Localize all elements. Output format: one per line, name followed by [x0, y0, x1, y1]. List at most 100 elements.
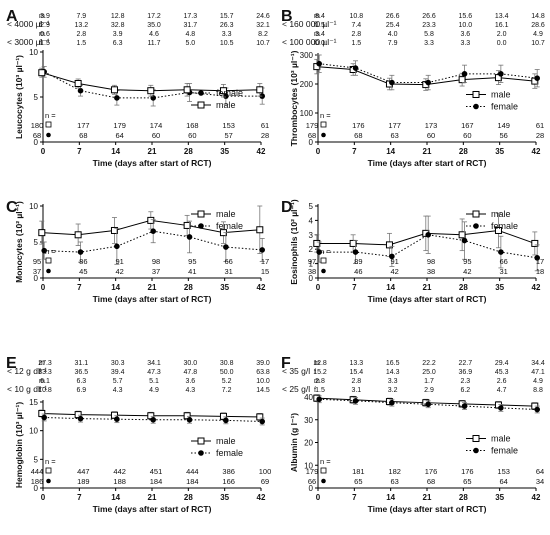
pct-value: 16.1	[495, 22, 509, 29]
pct-value: 22.2	[422, 360, 436, 367]
data-point-female	[150, 416, 156, 423]
data-point-female	[223, 93, 229, 99]
n-value-female: 186	[31, 477, 44, 486]
pct-value: 0.0	[497, 40, 507, 47]
panel-letter: A	[6, 8, 18, 25]
pct-threshold-label: < 12 g dl⁻¹	[7, 366, 47, 376]
data-point-female	[186, 234, 193, 240]
x-tick-label: 21	[148, 493, 157, 502]
n-row-marker-male	[45, 121, 52, 128]
x-tick-label: 21	[148, 147, 157, 156]
data-point-female	[41, 414, 47, 421]
x-tick-label: 0	[316, 493, 321, 502]
n-value-male: 64	[536, 467, 544, 476]
x-tick-label: 35	[495, 493, 504, 502]
pct-value: 36.5	[75, 369, 89, 376]
data-point-female	[352, 65, 359, 71]
data-point-female	[425, 401, 432, 408]
pct-value: 1.5	[76, 40, 86, 47]
pct-row-sex: f	[314, 387, 316, 394]
pct-row-sex: m	[314, 31, 320, 38]
n-value-male: 451	[150, 467, 163, 476]
y-tick-label: 3	[309, 231, 314, 240]
pct-value: 2.0	[497, 31, 507, 38]
y-tick-label: 30	[304, 416, 313, 425]
x-tick-label: 42	[532, 147, 541, 156]
pct-value: 15.4	[350, 369, 364, 376]
y-tick-label: 100	[300, 109, 314, 118]
n-value-female: 34	[536, 477, 544, 486]
pct-value: 3.3	[388, 378, 398, 385]
y-axis-label: Hemoglobin (10³ µl⁻¹)	[14, 402, 24, 489]
pct-value: 2.9	[424, 387, 434, 394]
y-axis-label: Leucocytes (10³ µl⁻¹)	[14, 55, 24, 139]
n-value-female: 45	[79, 267, 87, 276]
series-male	[38, 67, 264, 98]
legend-marker	[473, 223, 479, 229]
n-label: n =	[320, 247, 331, 256]
pct-row-sex: m	[314, 360, 320, 367]
pct-value: 4.7	[497, 387, 507, 394]
pct-value: 11.7	[147, 40, 160, 47]
pct-value: 10.0	[256, 378, 270, 385]
data-point-male	[147, 87, 155, 95]
pct-threshold-label: < 10 g dl⁻¹	[7, 384, 47, 394]
data-point-male	[313, 239, 321, 247]
pct-value: 31.1	[75, 360, 89, 367]
data-point-female	[223, 417, 229, 424]
n-value-female: 66	[308, 477, 316, 486]
pct-value: 1.5	[351, 40, 361, 47]
n-value-male: 386	[222, 467, 235, 476]
x-tick-label: 42	[257, 147, 266, 156]
x-tick-label: 42	[257, 283, 266, 292]
pct-value: 13.4	[495, 13, 509, 20]
pct-value: 3.6	[460, 31, 470, 38]
x-tick-label: 28	[184, 283, 193, 292]
n-value-female: 28	[536, 131, 544, 140]
n-value-male: 17	[261, 257, 269, 266]
pct-value: 6.3	[113, 40, 123, 47]
n-value-male: 442	[113, 467, 126, 476]
data-point-female	[498, 249, 504, 255]
n-value-male: 177	[388, 121, 401, 130]
data-point-male	[147, 216, 155, 224]
n-value-male: 179	[306, 467, 319, 476]
series-female	[316, 215, 540, 272]
n-value-male: 95	[463, 257, 471, 266]
pct-value: 4.9	[533, 31, 543, 38]
pct-value: 6.3	[76, 378, 86, 385]
pct-value: 2.8	[76, 31, 86, 38]
legend-label: male	[216, 209, 236, 219]
legend-label: male	[491, 90, 511, 100]
n-value-male: 86	[79, 257, 87, 266]
data-point-female	[352, 249, 359, 255]
pct-value: 1.5	[40, 40, 50, 47]
series-female	[41, 413, 266, 426]
data-point-male	[74, 80, 82, 87]
pct-value: 15.7	[220, 13, 234, 20]
x-tick-label: 0	[41, 283, 46, 292]
n-label: n =	[320, 111, 331, 120]
pct-value: 3.4	[315, 31, 325, 38]
pct-value: 4.8	[185, 31, 195, 38]
pct-value: 2.8	[351, 378, 361, 385]
n-value-female: 60	[188, 131, 196, 140]
pct-value: 10.8	[350, 13, 364, 20]
data-point-female	[498, 405, 504, 411]
x-tick-label: 7	[77, 147, 82, 156]
y-axis-label: Eosinophils (10² µl⁻¹)	[289, 199, 299, 285]
pct-value: 6.9	[76, 387, 86, 394]
data-point-female	[534, 406, 540, 413]
data-point-male	[256, 86, 264, 94]
pct-threshold-label: < 160 000 µl⁻¹	[282, 19, 337, 29]
n-value-female: 37	[152, 267, 160, 276]
n-value-female: 63	[390, 131, 398, 140]
x-tick-label: 7	[352, 147, 357, 156]
pct-value: 8.4	[315, 13, 325, 20]
n-value-male: 447	[77, 467, 90, 476]
pct-value: 5.8	[424, 31, 434, 38]
legend-marker	[198, 223, 204, 229]
n-value-female: 42	[463, 267, 471, 276]
